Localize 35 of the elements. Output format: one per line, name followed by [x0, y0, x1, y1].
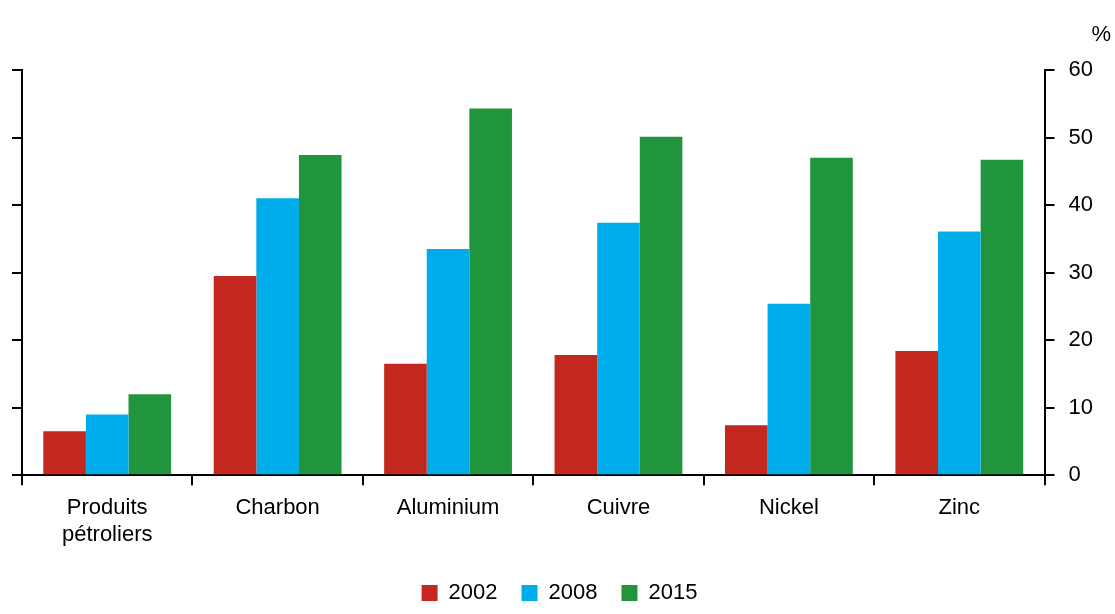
x-tick-label: Cuivre [586, 494, 651, 520]
y-tick-label: 10 [1068, 393, 1094, 419]
x-tick-label: Nickel [758, 494, 819, 520]
x-tick-label: Produits pétroliers [61, 494, 153, 546]
bar [810, 157, 853, 475]
bar [895, 350, 939, 475]
y-tick-label: 30 [1068, 258, 1094, 284]
bar [639, 136, 683, 475]
legend-label: 2002 [448, 579, 498, 605]
bar [256, 198, 299, 475]
bar [767, 303, 811, 475]
bar [724, 425, 768, 475]
bar [384, 363, 427, 475]
bar [469, 108, 512, 475]
legend-label: 2015 [648, 579, 698, 605]
y-tick-label: 50 [1068, 123, 1094, 149]
y-tick-label: 40 [1068, 191, 1094, 217]
x-tick-label: Charbon [235, 494, 320, 520]
y-tick-label: 0 [1068, 461, 1081, 487]
y-axis-title: % [1091, 21, 1111, 47]
y-tick-label: 20 [1068, 326, 1094, 352]
legend-label: 2008 [548, 579, 598, 605]
y-tick-label: 60 [1068, 56, 1094, 82]
bar [597, 222, 640, 475]
bar [554, 354, 598, 475]
bar [213, 275, 257, 475]
x-tick-label: Zinc [938, 494, 981, 520]
bar [85, 414, 129, 475]
bar [298, 155, 342, 475]
x-tick-label: Aluminium [396, 494, 500, 520]
bar [43, 431, 86, 475]
bar [128, 394, 172, 475]
bar [980, 159, 1024, 475]
bar [426, 248, 470, 475]
bar [938, 231, 981, 475]
